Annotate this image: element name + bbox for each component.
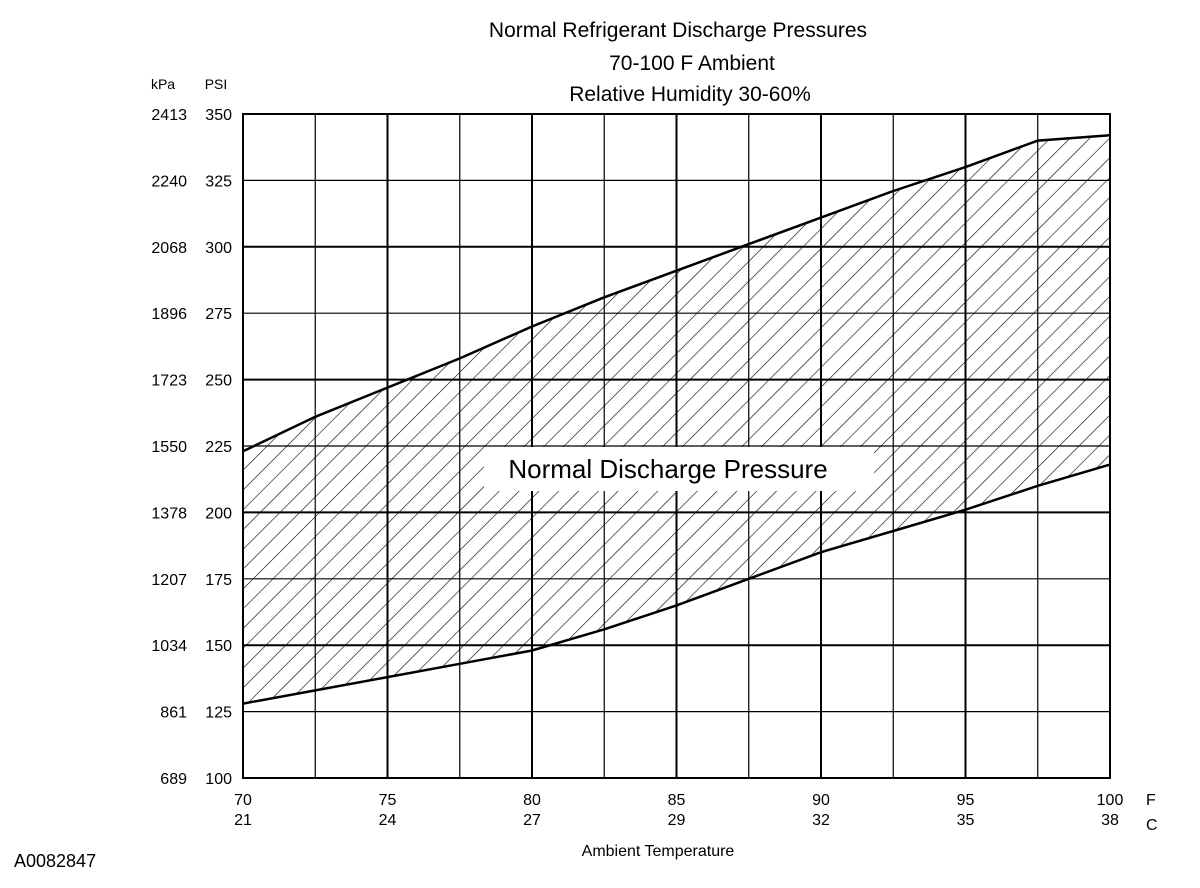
band-label: Normal Discharge Pressure [508,454,827,484]
x-tick-labels: 70 21 75 24 80 27 85 29 90 32 95 35 100 38 [234,792,1123,829]
band-label-background [484,447,874,491]
y-tick-label-psi: 100 [205,771,232,788]
y-tick-label-psi: 150 [205,638,232,655]
y-tick-label-kpa: 1896 [151,306,187,323]
x-tick-label-c: 38 [1101,812,1119,829]
band-label-group: Normal Discharge Pressure [484,447,874,491]
x-tick-label-f: 80 [523,792,541,809]
y-tick-label-kpa: 1723 [151,373,187,390]
y-unit-psi: PSI [205,76,228,92]
x-tick-label-c: 27 [523,812,541,829]
y-tick-label-psi: 225 [205,439,232,456]
y-tick-label-kpa: 2240 [151,173,187,190]
y-tick-label-kpa: 1378 [151,505,187,522]
figure-id: A0082847 [14,851,96,871]
y-tick-label-psi: 250 [205,373,232,390]
y-tick-label-psi: 300 [205,240,232,257]
x-tick-label-f: 75 [379,792,397,809]
band-hatch-fill [243,135,1110,704]
x-unit-c: C [1146,817,1158,834]
y-tick-label-kpa: 1207 [151,572,187,589]
x-tick-label-c: 24 [379,812,397,829]
y-tick-labels: 350 2413 325 2240 300 2068 275 1896 250 1723 225 15… [151,107,232,788]
x-tick-label-f: 85 [668,792,686,809]
chart-subtitle-ambient: 70-100 F Ambient [609,52,775,75]
y-tick-label-kpa: 861 [160,705,187,722]
y-tick-label-psi: 125 [205,705,232,722]
band-upper-line [242,133,1111,453]
plot-frame [242,113,1111,779]
y-unit-kpa: kPa [151,76,175,92]
x-tick-label-f: 90 [812,792,830,809]
band-lower-line [242,463,1111,705]
y-tick-label-psi: 175 [205,572,232,589]
y-tick-label-psi: 350 [205,107,232,124]
y-tick-label-psi: 200 [205,505,232,522]
x-axis-label: Ambient Temperature [582,843,735,860]
y-tick-label-psi: 325 [205,173,232,190]
x-tick-label-c: 21 [234,812,252,829]
x-tick-label-c: 32 [812,812,830,829]
x-tick-label-c: 29 [668,812,686,829]
y-tick-label-kpa: 1550 [151,439,187,456]
discharge-pressure-band [242,133,1111,705]
y-tick-label-kpa: 689 [160,771,187,788]
y-tick-label-kpa: 2068 [151,240,187,257]
x-tick-label-f: 100 [1097,792,1124,809]
y-tick-label-kpa: 2413 [151,107,187,124]
x-tick-label-c: 35 [957,812,975,829]
x-tick-label-f: 95 [957,792,975,809]
x-tick-label-f: 70 [234,792,252,809]
chart-title: Normal Refrigerant Discharge Pressures [489,19,867,42]
chart-subtitle-humidity: Relative Humidity 30-60% [569,83,811,106]
y-tick-label-psi: 275 [205,306,232,323]
y-tick-label-kpa: 1034 [151,638,187,655]
plot-border [242,113,1111,779]
x-unit-f: F [1146,792,1156,809]
